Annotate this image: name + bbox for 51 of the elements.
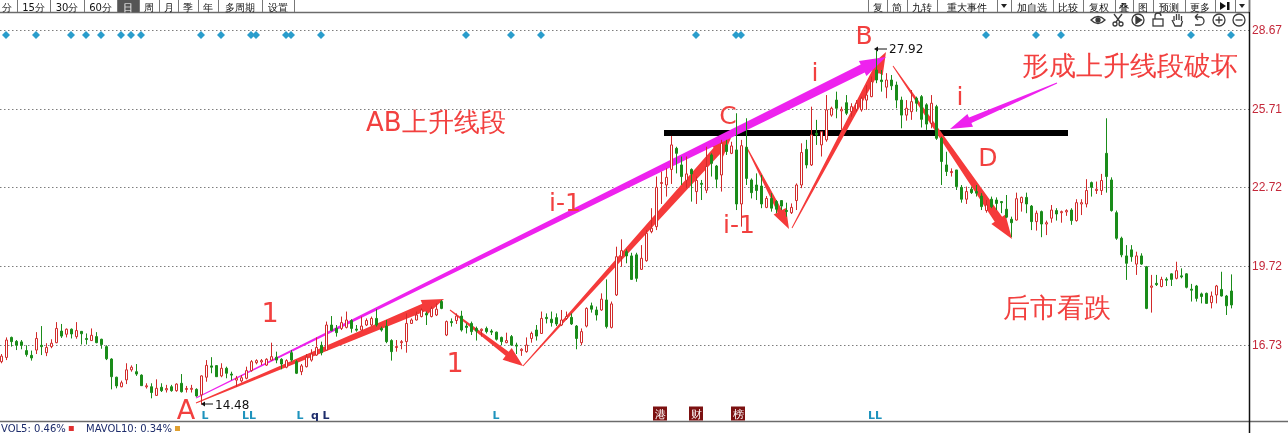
annotation: A — [176, 394, 196, 425]
annotation: 1 — [261, 297, 279, 328]
toolbar-item: 30分 — [55, 1, 79, 13]
toolbar-item: 60分 — [89, 1, 112, 13]
y-tick-label: 19.72 — [1252, 259, 1283, 274]
annotation: i — [811, 58, 819, 87]
annotation: L — [322, 409, 330, 422]
toolbar-item: 复权 — [1089, 1, 1109, 13]
toolbar-item: 更多 — [1190, 1, 1210, 13]
toolbar-item: 预测 — [1159, 1, 1179, 13]
y-tick-label: 16.73 — [1252, 338, 1283, 353]
toolbar-item: 周 — [144, 1, 154, 13]
toolbar-item: 重大事件 — [947, 1, 987, 13]
toolbar-item: 比较 — [1058, 1, 1078, 13]
annotation: q — [311, 409, 319, 422]
annotation: C — [719, 101, 737, 130]
toolbar-item: 叠 — [1119, 1, 1129, 13]
y-tick-label: 28.67 — [1252, 23, 1283, 38]
annotation: 14.48 — [215, 398, 250, 412]
annotation: L — [492, 409, 500, 422]
toolbar-item: 加自选 — [1017, 1, 1047, 13]
annotation: L — [201, 409, 209, 422]
annotation: VOL5: 0.46% — [1, 423, 66, 433]
toolbar-item: 季 — [183, 1, 193, 13]
annotation: 27.92 — [889, 42, 924, 56]
annotation: i-1 — [549, 188, 581, 217]
toolbar-item: 图 — [1138, 1, 1148, 13]
annotation: LL — [242, 409, 256, 422]
annotation: i-1 — [723, 210, 755, 239]
toolbar-item: 简 — [892, 1, 902, 13]
annotation: 1 — [446, 347, 464, 378]
toolbar-item: 设置 — [268, 1, 288, 13]
annotation: 后市看跌 — [1003, 292, 1111, 323]
annotation: 形成上升线段破坏 — [1022, 50, 1238, 81]
annotation: L — [296, 409, 304, 422]
toolbar-item: 多周期 — [225, 1, 255, 13]
annotation: B — [855, 21, 873, 50]
annotation: i — [956, 82, 964, 111]
annotation: AB上升线段 — [366, 107, 506, 137]
toolbar-item: 年 — [203, 1, 213, 13]
annotation: LL — [868, 409, 882, 422]
y-tick-label: 22.72 — [1252, 180, 1283, 195]
toolbar-item: 15分 — [22, 1, 45, 13]
toolbar-item: 复 — [872, 1, 883, 13]
y-tick-label: 25.71 — [1252, 101, 1283, 116]
toolbar-item: 月 — [163, 1, 174, 13]
toolbar-item: 日 — [123, 1, 133, 13]
annotation: MAVOL10: 0.34% — [86, 423, 172, 433]
annotation: D — [978, 143, 998, 172]
toolbar-item: 九转 — [912, 1, 932, 13]
toolbar-item: 分 — [2, 1, 12, 13]
